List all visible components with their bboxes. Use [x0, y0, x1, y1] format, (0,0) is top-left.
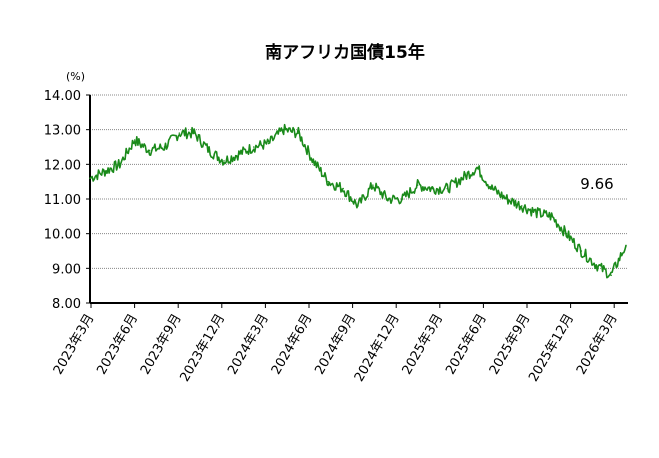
data-point — [282, 128, 285, 131]
data-point — [386, 198, 389, 200]
y-tick-label: 8.00 — [52, 297, 81, 312]
data-point — [401, 198, 404, 200]
data-point — [431, 187, 434, 190]
x-tick-label: 2024年12月 — [352, 312, 403, 385]
data-point — [118, 163, 121, 166]
x-tick-label: 2023年6月 — [94, 312, 141, 378]
y-unit-label: (%) — [66, 70, 85, 83]
data-point — [133, 139, 136, 141]
data-point — [327, 180, 330, 183]
last-value-label: 9.66 — [580, 175, 613, 193]
series-group — [89, 123, 627, 279]
data-point — [223, 160, 225, 162]
y-tick-label: 13.00 — [44, 124, 81, 139]
y-tick-label: 14.00 — [44, 89, 81, 104]
data-point — [104, 170, 106, 173]
data-point — [565, 232, 568, 235]
data-point — [297, 132, 300, 134]
x-axis-ticks: 2023年3月2023年6月2023年9月2023年12月2024年3月2024… — [51, 303, 621, 385]
data-point — [416, 184, 419, 186]
x-tick-label: 2024年9月 — [312, 312, 359, 378]
x-tick-label: 2025年3月 — [400, 312, 447, 378]
data-point — [506, 198, 508, 200]
data-point — [372, 184, 374, 186]
data-point — [580, 250, 583, 252]
x-tick-label: 2023年9月 — [138, 312, 185, 378]
data-point — [520, 205, 523, 207]
data-point — [267, 142, 270, 145]
data-point — [252, 146, 255, 148]
y-tick-label: 12.00 — [44, 158, 81, 173]
x-tick-label: 2025年12月 — [526, 312, 577, 385]
data-point — [625, 244, 627, 247]
data-point — [610, 274, 612, 277]
data-point — [208, 149, 210, 152]
x-tick-label: 2023年3月 — [51, 312, 98, 378]
data-point — [535, 212, 538, 214]
data-point — [446, 187, 449, 190]
data-point — [595, 264, 598, 266]
data-point — [163, 146, 166, 148]
data-point — [178, 132, 181, 134]
data-point — [550, 215, 553, 218]
x-tick-label: 2023年12月 — [177, 312, 228, 385]
data-point — [148, 149, 151, 152]
x-tick-label: 2024年3月 — [225, 312, 272, 378]
x-tick-label: 2024年6月 — [269, 312, 316, 378]
chart-title: 南アフリカ国債15年 — [265, 42, 425, 63]
y-tick-label: 11.00 — [44, 193, 81, 208]
y-axis-ticks: 14.00 13.00 12.00 11.00 10.00 9.00 8.00 — [44, 89, 90, 312]
data-point — [357, 205, 359, 207]
data-point — [342, 187, 344, 190]
data-point — [312, 160, 315, 162]
gridlines — [90, 94, 628, 269]
y-tick-label: 9.00 — [52, 262, 81, 277]
series-line — [89, 123, 627, 279]
data-point — [491, 187, 493, 190]
data-point — [193, 132, 196, 134]
x-tick-label: 2025年6月 — [443, 312, 490, 378]
x-tick-label: 2026年3月 — [574, 312, 621, 378]
data-point — [476, 167, 478, 169]
data-point — [89, 177, 91, 179]
x-tick-label: 2025年9月 — [487, 312, 534, 378]
y-tick-label: 10.00 — [44, 228, 81, 243]
data-point — [461, 177, 464, 179]
data-point — [238, 153, 240, 155]
